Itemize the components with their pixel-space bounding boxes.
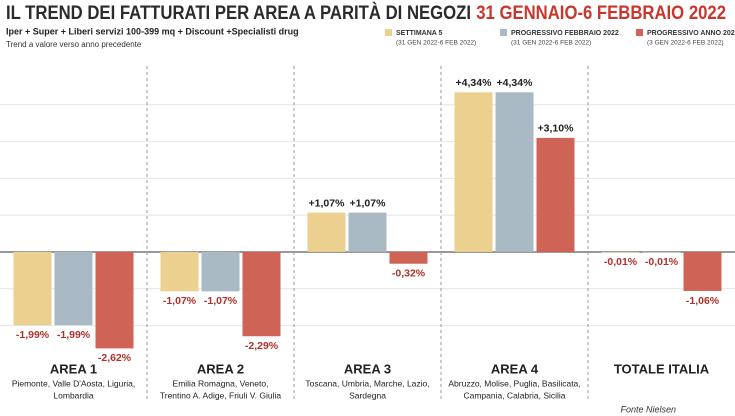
note: Trend a valore verso anno precedente (6, 40, 142, 49)
value-label: -1,99% (57, 329, 91, 341)
category-description: Piemonte, Valle D'Aosta, Liguria, (12, 378, 135, 388)
bar (683, 251, 722, 291)
value-label: +1,07% (309, 197, 346, 209)
value-label: -0,01% (604, 256, 638, 268)
value-label: -1,06% (686, 295, 720, 307)
bar (13, 251, 52, 326)
bar (389, 251, 428, 264)
value-label: +4,34% (497, 77, 534, 89)
category-description: Abruzzo, Molise, Puglia, Basilicata, (448, 378, 580, 388)
bar (95, 251, 134, 349)
legend-label: PROGRESSIVO FEBBRAIO 2022 (511, 30, 619, 37)
value-label: -2,29% (245, 340, 279, 352)
x-tick-label: TOTALE ITALIA (614, 361, 710, 376)
category-description: Lombardia (53, 390, 93, 400)
legend-swatch (385, 29, 392, 36)
legend-period: (31 GEN 2022-6 FEB 2022) (396, 40, 476, 47)
legend-period: (3 GEN 2022-6 FEB 2022) (647, 40, 724, 47)
bar (54, 251, 93, 326)
value-label: -1,07% (163, 295, 197, 307)
x-tick-label: AREA 4 (491, 361, 539, 376)
value-label: -0,32% (392, 268, 426, 280)
legend-label: SETTIMANA 5 (396, 30, 443, 37)
subtitle: Iper + Super + Liberi servizi 100-399 mq… (6, 26, 299, 36)
category-description: Trentino A. Adige, Friuli V. Giulia (160, 390, 282, 400)
legend-label: PROGRESSIVO ANNO 2022 (647, 30, 735, 37)
legend-swatch (636, 29, 643, 36)
bar (495, 92, 534, 252)
value-label: -2,62% (98, 352, 132, 364)
value-label: -1,99% (16, 329, 50, 341)
x-tick-label: AREA 2 (197, 361, 244, 376)
bar (160, 251, 199, 292)
category-description: Emilia Romagna, Veneto, (173, 378, 269, 388)
bar (454, 92, 493, 252)
title-highlight: 31 GENNAIO-6 FEBBRAIO 2022 (476, 3, 726, 24)
value-label: +1,07% (350, 197, 387, 209)
category-description: Sardegna (349, 390, 386, 400)
bar (536, 137, 575, 252)
category-description: Campania, Calabria, Sicilia (463, 390, 565, 400)
x-tick-label: AREA 1 (50, 361, 97, 376)
bar (307, 212, 346, 252)
value-label: +4,34% (456, 77, 493, 89)
category-description: Toscana, Umbria, Marche, Lazio, (305, 378, 429, 388)
x-tick-label: AREA 3 (344, 361, 391, 376)
legend-swatch (500, 29, 507, 36)
value-label: -1,07% (204, 295, 238, 307)
title-main: IL TREND DEI FATTURATI PER AREA A PARITÀ… (6, 2, 471, 24)
legend-period: (31 GEN 2022-6 FEB 2022) (511, 40, 591, 47)
bar (348, 212, 387, 252)
source: Fonte Nielsen (620, 404, 676, 414)
bar (242, 251, 281, 337)
value-label: +3,10% (538, 123, 575, 135)
chart-title: IL TREND DEI FATTURATI PER AREA A PARITÀ… (6, 2, 726, 24)
value-label: -0,01% (645, 256, 679, 268)
bar (201, 251, 240, 292)
